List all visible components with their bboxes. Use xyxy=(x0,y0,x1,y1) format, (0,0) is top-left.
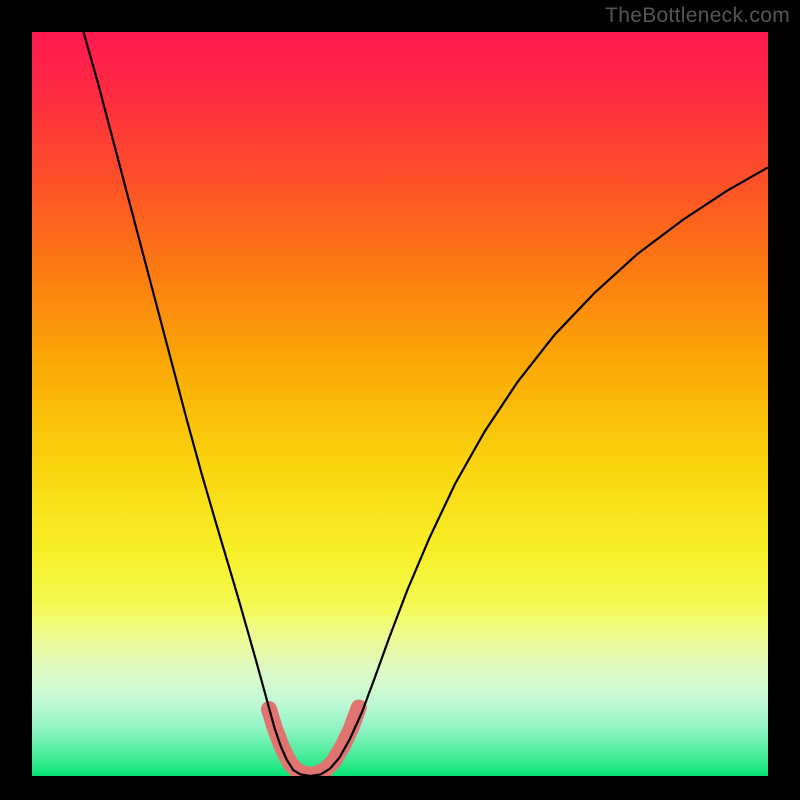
bottleneck-chart xyxy=(32,32,768,776)
watermark-text: TheBottleneck.com xyxy=(605,4,790,28)
chart-svg xyxy=(32,32,768,776)
